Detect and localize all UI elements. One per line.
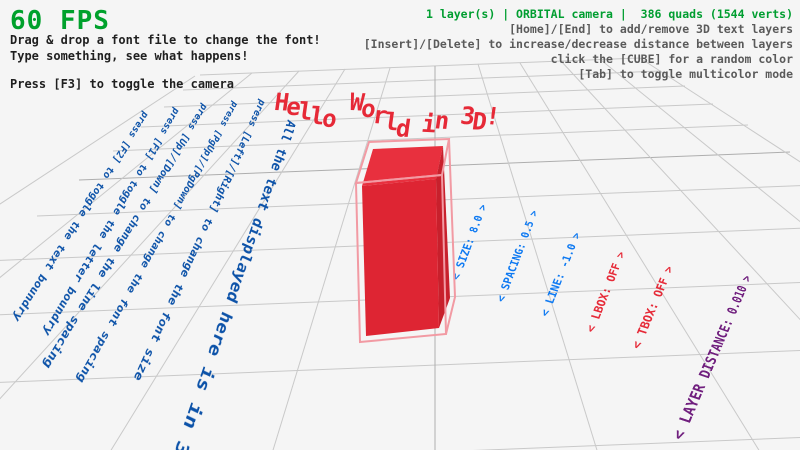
wave-char: ! — [483, 102, 500, 131]
ground-help-letter-boundry: press [F1] to toggle the letter boundry — [39, 105, 181, 339]
help-cube: click the [CUBE] for a random color — [550, 52, 793, 66]
grid-line — [519, 62, 760, 450]
option-tbox-label: < TBOX: OFF > — [628, 264, 676, 351]
cube-front-face — [362, 179, 439, 336]
grid-line — [560, 60, 800, 321]
cube-wireframe — [354, 137, 457, 344]
grid-line — [0, 350, 800, 383]
hint-type: Type something, see what happens! — [10, 49, 249, 63]
cube-top-face — [362, 146, 443, 186]
option-spacing-label: < SPACING: 0.5 > — [494, 209, 541, 304]
option-size-label: < SIZE: 8.0 > — [449, 203, 490, 282]
fps-counter: 60 FPS — [10, 6, 110, 36]
hint-dragdrop: Drag & drop a font file to change the fo… — [10, 33, 321, 47]
option-layer-distance-label: < LAYER DISTANCE: 0.010 > — [668, 273, 755, 442]
grid-line — [78, 151, 791, 181]
option-lbox-label: < LBOX: OFF > — [583, 250, 628, 334]
help-multicolor: [Tab] to toggle multicolor mode — [578, 67, 793, 81]
stats-info: 1 layer(s) | ORBITAL camera | 386 quads … — [426, 7, 793, 21]
cube-wire-top — [354, 137, 451, 185]
hud-right-stack: 1 layer(s) | ORBITAL camera | 386 quads … — [364, 7, 793, 82]
cube-right-face — [436, 146, 450, 328]
cube[interactable] — [362, 146, 450, 336]
grid-line — [639, 57, 800, 163]
hint-camera: Press [F3] to toggle the camera — [10, 77, 234, 91]
help-layers: [Home]/[End] to add/remove 3D text layer… — [509, 22, 793, 36]
cube-wire-front — [354, 173, 448, 344]
cube-wire-right — [445, 138, 457, 335]
help-distance: [Insert]/[Delete] to increase/decrease d… — [363, 37, 793, 51]
wave-text: Hello World in 3D! — [272, 88, 500, 143]
option-line-label: < LINE: -1.0 > — [537, 230, 584, 318]
wave-char: d — [394, 114, 411, 143]
